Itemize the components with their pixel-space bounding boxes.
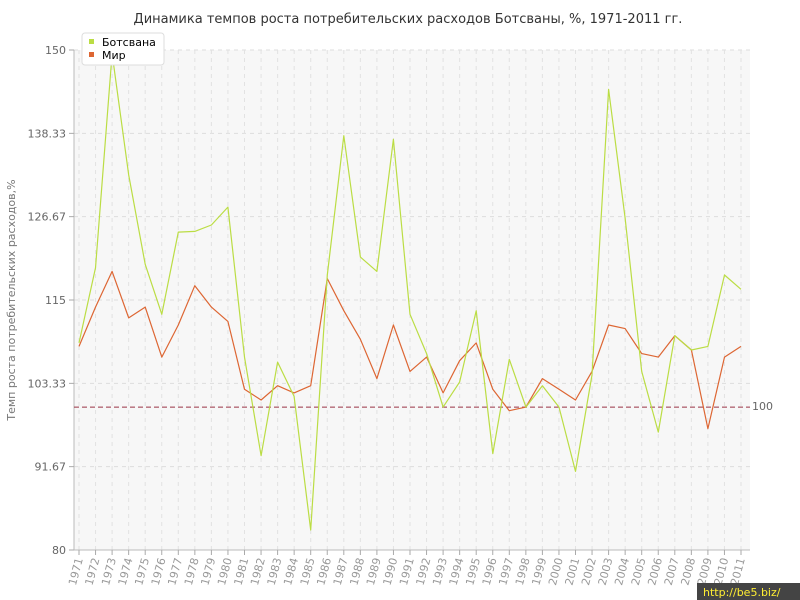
watermark[interactable]: http://be5.biz/ (697, 583, 800, 600)
x-gridlines (78, 50, 742, 550)
watermark-link[interactable]: http://be5.biz/ (703, 586, 781, 599)
y-tick-label: 126.67 (28, 211, 67, 224)
y-tick-label: 103.33 (28, 377, 67, 390)
reference-line: 100 (74, 400, 773, 413)
x-tick-label: 2011 (728, 556, 748, 586)
x-tick-labels: 1971197219731974197519761977197819791980… (66, 550, 748, 587)
y-tick-label: 115 (45, 294, 66, 307)
series-lines (78, 52, 742, 531)
chart-title: Динамика темпов роста потребительских ра… (134, 12, 683, 27)
legend-box (81, 32, 165, 66)
y-tick-label: 91.67 (35, 461, 67, 474)
y-tick-labels: 80 91.67 103.33 115 126.67 138.33 150 (28, 44, 74, 557)
legend-swatch-world (89, 52, 94, 57)
y-gridlines (74, 49, 750, 468)
y-tick-label: 150 (45, 44, 66, 57)
legend-label-world: Мир (102, 49, 126, 62)
legend-swatch-botswana (89, 39, 94, 44)
y-axis-label: Темп роста потребительских расходов,% (5, 179, 18, 421)
legend[interactable]: Ботсвана Мир (81, 32, 165, 66)
watermark-bg (697, 583, 800, 600)
reference-line-label: 100 (752, 400, 773, 413)
legend-label-botswana: Ботсвана (102, 36, 156, 49)
series-line-botswana (78, 52, 742, 531)
y-tick-label: 138.33 (28, 127, 67, 140)
y-tick-label: 80 (52, 544, 66, 557)
series-line-world (78, 270, 742, 430)
